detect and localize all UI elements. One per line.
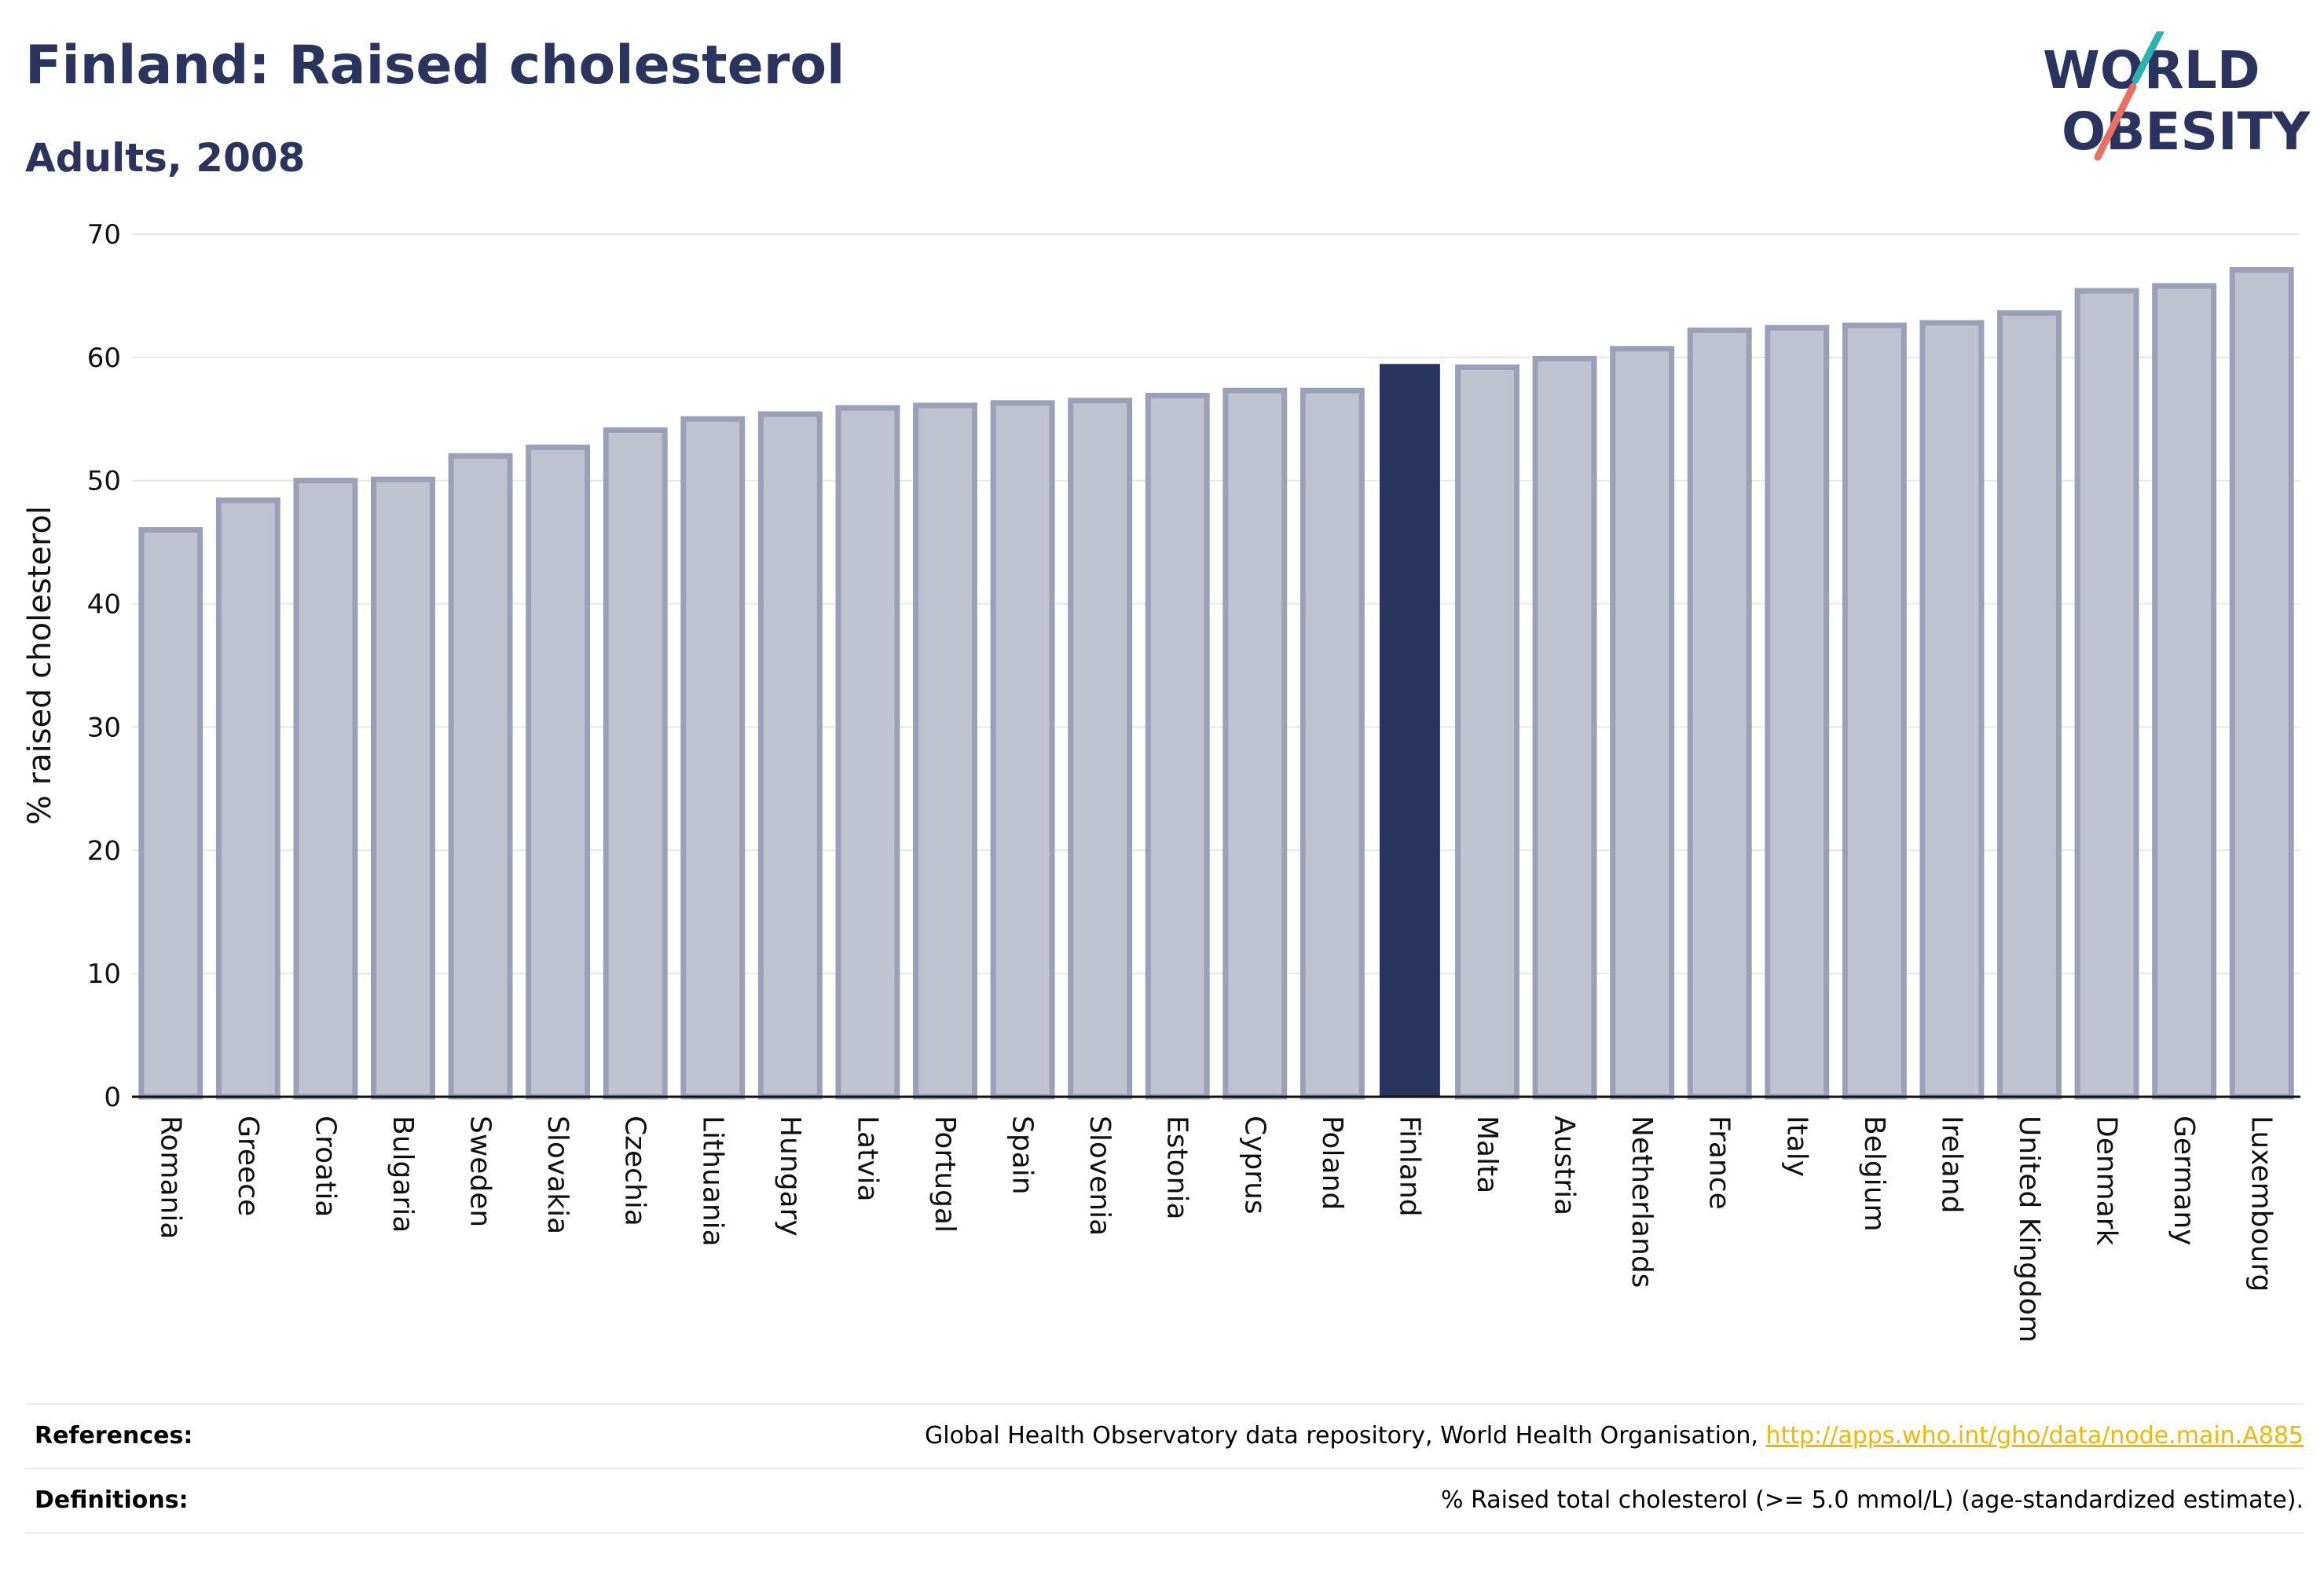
x-tick-label: Finland <box>1393 1116 1425 1217</box>
x-tick-label: Malta <box>1471 1116 1503 1193</box>
x-tick-label: Hungary <box>774 1116 806 1237</box>
bar-romania <box>138 526 203 1100</box>
bar-united-kingdom <box>1997 310 2062 1100</box>
x-tick-label: Croatia <box>309 1116 341 1217</box>
y-tick-label: 10 <box>87 958 121 990</box>
bar-france <box>1687 327 1752 1100</box>
bar-greece <box>215 497 280 1100</box>
x-tick-label: Spain <box>1006 1116 1039 1195</box>
x-tick-label: France <box>1703 1116 1736 1210</box>
y-tick-label: 20 <box>87 835 121 867</box>
bar-spain <box>990 400 1055 1100</box>
x-tick-label: Poland <box>1316 1116 1348 1210</box>
y-tick-label: 50 <box>87 466 121 497</box>
x-tick-label: Luxembourg <box>2245 1116 2278 1292</box>
x-tick-label: Latvia <box>851 1116 883 1202</box>
bar-lithuania <box>680 416 746 1100</box>
references-row: References: Global Health Observatory da… <box>25 1405 2304 1466</box>
bars <box>138 266 2294 1100</box>
bar-chart: 0 10 20 30 40 50 60 70 Romania Greece Croatia Bulg… <box>22 219 2300 1343</box>
bar-latvia <box>835 405 900 1100</box>
x-tick-label: Bulgaria <box>387 1116 419 1233</box>
x-tick-label: United Kingdom <box>2013 1116 2045 1343</box>
y-tick-label: 30 <box>87 712 121 743</box>
x-tick-label: Netherlands <box>1626 1116 1658 1288</box>
logo-teal-stroke <box>2132 31 2165 84</box>
x-tick-label: Austria <box>1549 1116 1581 1215</box>
footer-divider <box>25 1403 2304 1405</box>
x-tick-label: Ireland <box>1935 1116 1967 1214</box>
bar-ireland <box>1919 320 1985 1100</box>
bar-sweden <box>448 453 513 1100</box>
x-tick-label: Slovenia <box>1083 1116 1116 1236</box>
x-tick-label: Sweden <box>464 1116 497 1227</box>
definitions-text: % Raised total cholesterol (>= 5.0 mmol/… <box>1441 1486 2304 1514</box>
x-tick-label: Romania <box>154 1116 186 1239</box>
definitions-label: Definitions: <box>35 1486 189 1514</box>
bar-belgium <box>1842 322 1907 1100</box>
bar-denmark <box>2074 288 2139 1100</box>
bar-czechia <box>603 427 668 1100</box>
y-axis-ticks: 0 10 20 30 40 50 60 70 <box>87 219 121 1113</box>
y-tick-label: 60 <box>87 343 121 374</box>
x-tick-label: Greece <box>232 1116 264 1216</box>
bar-slovenia <box>1068 398 1133 1100</box>
references-link[interactable]: http://apps.who.int/gho/data/node.main.A… <box>1765 1421 2304 1450</box>
logo-coral-stroke <box>2094 82 2137 161</box>
footer-divider <box>25 1532 2304 1534</box>
y-tick-label: 0 <box>104 1082 121 1113</box>
x-tick-label: Denmark <box>2091 1116 2123 1246</box>
y-axis-label: % raised cholesterol <box>22 506 58 825</box>
x-tick-label: Belgium <box>1858 1116 1890 1232</box>
bar-netherlands <box>1610 346 1675 1100</box>
bar-malta <box>1455 364 1519 1100</box>
bar-luxembourg <box>2229 266 2294 1100</box>
bar-bulgaria <box>371 476 435 1100</box>
bar-germany <box>2152 283 2217 1100</box>
x-tick-label: Estonia <box>1161 1116 1193 1220</box>
x-tick-label: Italy <box>1780 1116 1813 1177</box>
references-label: References: <box>35 1421 193 1450</box>
bar-portugal <box>913 402 977 1100</box>
bar-poland <box>1299 387 1365 1100</box>
x-tick-label: Portugal <box>929 1116 961 1233</box>
y-tick-label: 70 <box>87 219 121 251</box>
chart-subtitle: Adults, 2008 <box>25 135 306 181</box>
chart-title: Finland: Raised cholesterol <box>25 35 845 97</box>
bar-croatia <box>293 478 358 1100</box>
footer-divider <box>25 1468 2304 1469</box>
bar-hungary <box>757 411 823 1100</box>
world-obesity-logo: WORLD OBESITY <box>2043 31 2310 162</box>
definitions-row: Definitions: % Raised total cholesterol … <box>25 1469 2304 1530</box>
references-text: Global Health Observatory data repositor… <box>925 1421 1758 1450</box>
x-tick-label: Slovakia <box>541 1116 574 1234</box>
bar-estonia <box>1145 392 1210 1100</box>
x-tick-label: Lithuania <box>696 1116 728 1247</box>
bar-slovakia <box>526 444 591 1100</box>
x-axis-labels: Romania Greece Croatia Bulgaria Sweden Slovak… <box>154 1116 2277 1343</box>
bar-cyprus <box>1222 387 1288 1100</box>
bar-austria <box>1532 355 1597 1100</box>
bar-italy <box>1765 324 1830 1100</box>
x-tick-label: Czechia <box>619 1116 651 1226</box>
x-tick-label: Germany <box>2168 1116 2200 1245</box>
y-tick-label: 40 <box>87 589 121 621</box>
bar-finland <box>1379 364 1440 1098</box>
x-tick-label: Cyprus <box>1238 1116 1270 1215</box>
